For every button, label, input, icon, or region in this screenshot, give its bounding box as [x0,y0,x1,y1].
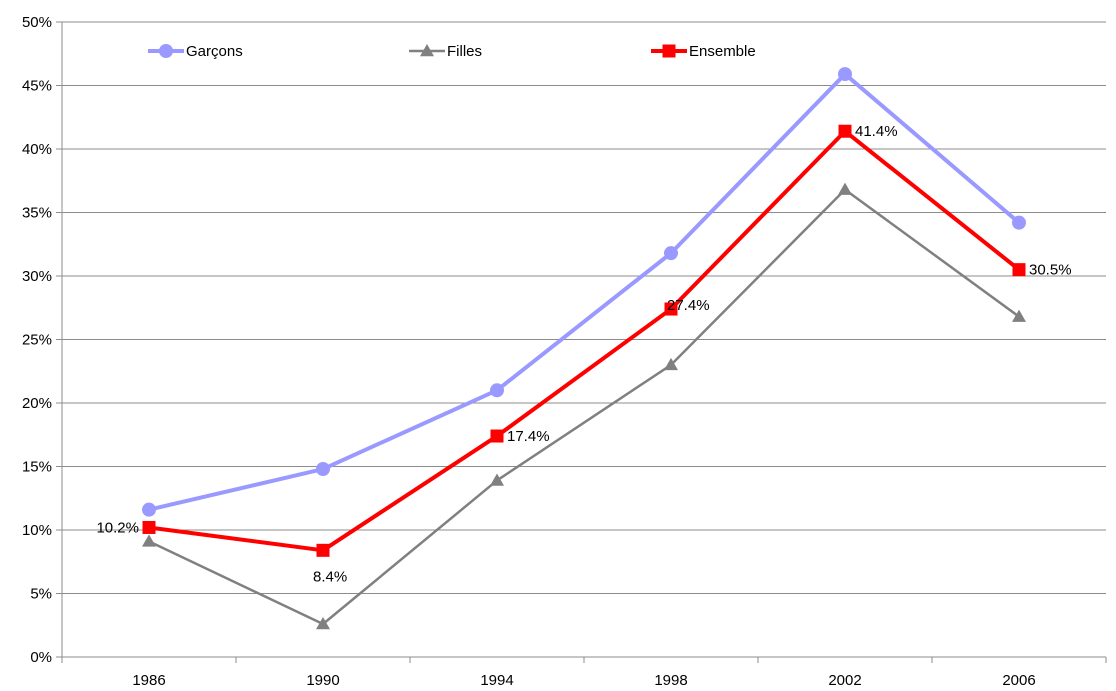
x-axis-ticks: 1986 1990 1994 1998 2002 2006 [132,672,1035,689]
x-tick-label: 2006 [1002,672,1035,689]
legend-item-filles: Filles [409,43,482,60]
y-tick-label: 50% [22,14,52,31]
data-label: 27.4% [667,297,710,314]
data-point [490,383,504,398]
data-point [1012,263,1026,277]
data-point [838,67,852,82]
data-point [316,616,330,630]
series-filles [142,182,1026,630]
axes [56,21,1107,663]
y-tick-label: 35% [22,205,52,222]
x-tick-label: 1990 [306,672,339,689]
data-label: 17.4% [507,428,550,445]
data-point [420,44,434,57]
legend-label: Garçons [186,43,243,60]
data-label: 10.2% [96,519,139,536]
series-line [148,72,1021,512]
legend-label: Filles [447,43,482,60]
y-tick-label: 10% [22,522,52,539]
y-tick-label: 20% [22,395,52,412]
y-tick-label: 40% [22,141,52,158]
data-point [1012,309,1026,322]
gridlines [62,21,1106,594]
data-point [490,429,504,443]
data-point [142,520,156,534]
series-line [148,129,1021,553]
series-group [142,67,1026,630]
y-tick-label: 0% [30,649,52,666]
data-point [490,473,504,486]
data-point [316,543,330,557]
x-tick-label: 1998 [654,672,687,689]
data-point [142,534,156,547]
y-tick-label: 25% [22,332,52,349]
x-tick-label: 1986 [132,672,165,689]
data-point [664,302,678,316]
legend-item-garçons: Garçons [148,43,243,60]
data-label: 8.4% [313,568,347,585]
data-labels: 10.2% 8.4% 17.4% 27.4% 41.4% 30.5% [96,123,1071,585]
y-tick-label: 15% [22,459,52,476]
series-ensemble [142,124,1026,557]
y-axis-ticks: 0% 5% 10% 15% 20% 25% 30% 35% 40% 45% 50% [22,14,52,666]
data-point [664,246,678,261]
series-garçons [142,67,1026,517]
data-point [1012,215,1026,230]
data-point [662,44,676,58]
data-label: 30.5% [1029,262,1072,279]
data-point [142,502,156,517]
series-line [148,188,1020,626]
x-tick-label: 1994 [480,672,513,689]
legend-label: Ensemble [689,43,756,60]
data-point [316,462,330,477]
data-point [838,182,852,195]
data-point [664,357,678,371]
y-tick-label: 45% [22,78,52,95]
data-point [159,44,173,58]
y-tick-label: 5% [30,586,52,603]
data-label: 41.4% [855,123,898,140]
y-tick-label: 30% [22,268,52,285]
data-point [838,124,852,138]
legend-item-ensemble: Ensemble [651,43,756,60]
legend: Garçons Filles Ensemble [148,43,756,60]
x-tick-label: 2002 [828,672,861,689]
